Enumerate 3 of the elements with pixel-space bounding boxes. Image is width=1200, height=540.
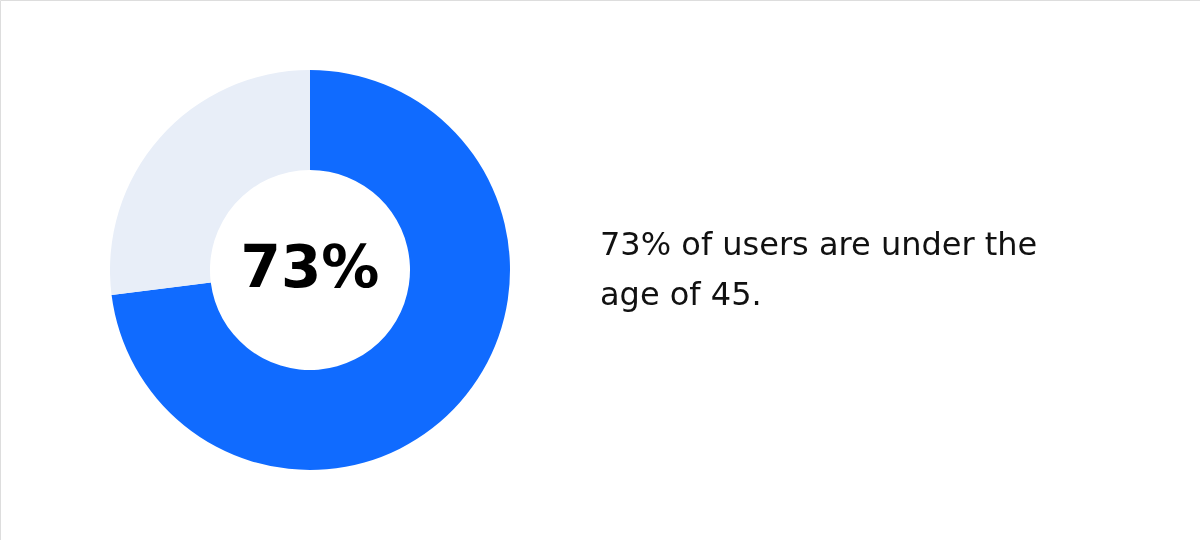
donut-slice: [111, 70, 510, 470]
text: 73% of users are under the age of 45.: [600, 225, 1038, 313]
data-label: 73%: [240, 233, 380, 301]
